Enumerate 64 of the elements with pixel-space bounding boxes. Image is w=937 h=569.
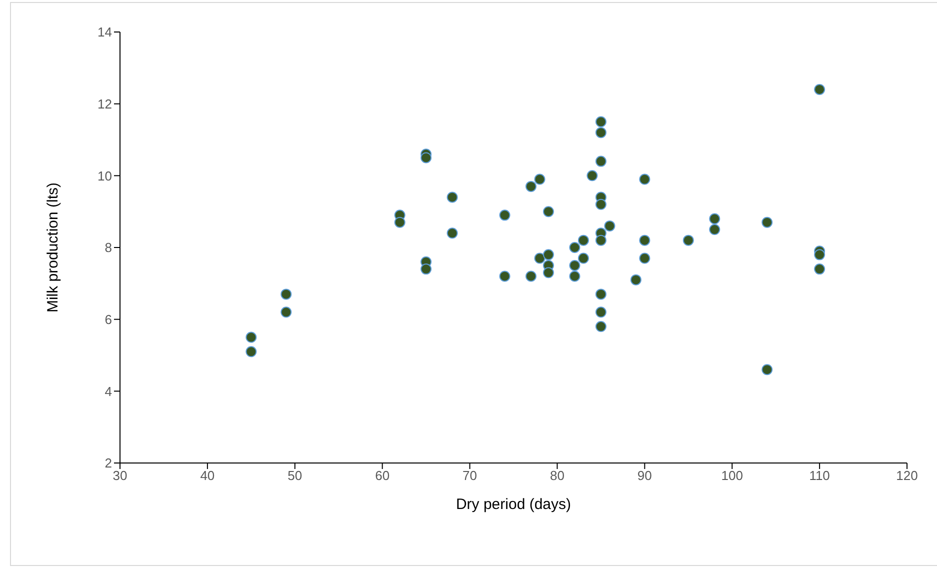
point [578, 252, 589, 264]
point [630, 274, 642, 286]
x-tick-label: 70 [462, 468, 478, 484]
point [709, 224, 720, 236]
point [639, 174, 650, 185]
point [639, 234, 650, 246]
point [814, 84, 826, 95]
point [578, 234, 589, 246]
point [542, 267, 554, 278]
point [246, 332, 257, 343]
x-tick-label: 40 [200, 468, 215, 484]
point [499, 210, 510, 221]
point [525, 180, 536, 192]
point [604, 220, 616, 232]
point [595, 198, 606, 210]
y-tick-label: 12 [98, 96, 112, 112]
y-tick-label: 6 [104, 312, 112, 327]
x-tick-label: 110 [809, 468, 830, 484]
point [639, 252, 650, 264]
point [595, 116, 606, 128]
point [534, 252, 546, 264]
point [814, 249, 826, 260]
y-tick-label: 8 [104, 240, 112, 256]
point [534, 174, 546, 185]
y-tick-label: 14 [98, 24, 112, 40]
point [595, 234, 606, 246]
point [420, 152, 432, 164]
point [595, 321, 606, 332]
x-tick-label: 50 [288, 468, 302, 484]
point [569, 260, 580, 271]
point [280, 288, 292, 300]
point [525, 270, 536, 282]
point [246, 346, 257, 358]
x-axis-title: Dry period (days) [456, 496, 572, 513]
x-tick-label: 90 [637, 468, 652, 484]
point [394, 216, 406, 228]
point [420, 264, 432, 275]
point [569, 242, 580, 253]
point [709, 213, 720, 224]
y-axis-title: Milk production (lts) [44, 182, 62, 313]
y-tick-label: 2 [104, 456, 112, 471]
point [542, 206, 554, 218]
point [446, 192, 458, 203]
point [814, 264, 826, 275]
x-tick-label: 120 [896, 468, 918, 484]
point [762, 364, 773, 376]
point [595, 288, 606, 300]
point [762, 216, 773, 228]
point [595, 156, 606, 167]
x-tick-label: 80 [550, 468, 564, 484]
point [569, 270, 580, 282]
point [682, 234, 694, 246]
x-tick-label: 60 [375, 468, 390, 484]
point [446, 228, 458, 239]
x-tick-label: 30 [112, 468, 128, 484]
point [499, 270, 510, 282]
point [542, 249, 554, 260]
point [595, 127, 606, 138]
point [280, 306, 292, 318]
y-tick-label: 4 [104, 384, 112, 399]
x-tick-label: 100 [721, 468, 743, 484]
y-tick-label: 10 [98, 168, 112, 184]
point [586, 170, 598, 182]
point [595, 306, 606, 318]
